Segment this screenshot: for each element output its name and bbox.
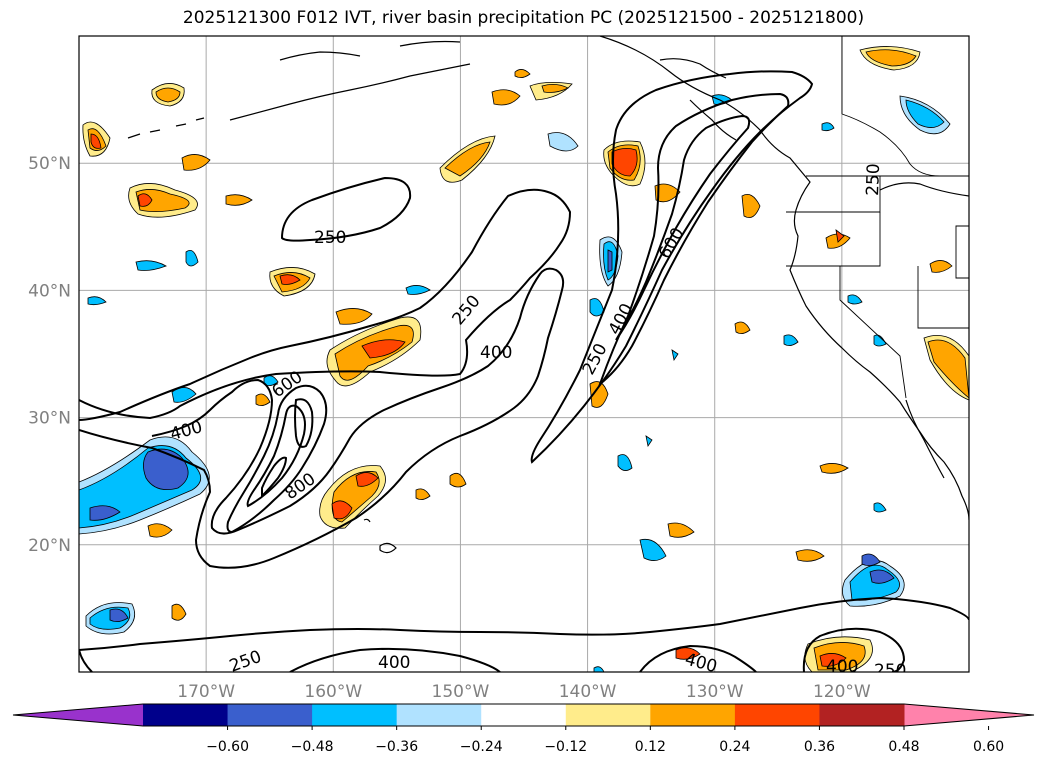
ivt-contours (79, 70, 969, 672)
colorbar-segment (734, 704, 820, 726)
colorbar-tick-label: −0.24 (460, 739, 503, 755)
colorbar-segment (819, 704, 905, 726)
colorbar-segment (396, 704, 482, 726)
chart-title: 2025121300 F012 IVT, river basin precipi… (182, 8, 865, 28)
colorbar-tick-label: 0.24 (719, 739, 750, 755)
contour-label: 250 (874, 661, 906, 681)
lon-tick-label: 160°W (304, 682, 362, 702)
colorbar-tick-label: 0.48 (888, 739, 919, 755)
colorbar-segment (650, 704, 736, 726)
contour-label: 400 (480, 343, 512, 363)
colorbar-tick-label: −0.36 (375, 739, 418, 755)
precip-negative-patches (79, 94, 951, 672)
colorbar-outline (12, 703, 1035, 727)
contour-label: 400 (683, 650, 720, 678)
colorbar-tick-label: 0.60 (973, 739, 1004, 755)
lon-tick-label: 150°W (432, 682, 490, 702)
lat-tick-label: 20°N (28, 536, 71, 556)
colorbar-tick-label: −0.48 (291, 739, 334, 755)
lon-tick-label: 170°W (177, 682, 235, 702)
precip-positive-patches (82, 46, 969, 672)
contour-label: 400 (826, 657, 858, 677)
lon-tick-label: 120°W (813, 682, 871, 702)
lon-tick-label: 130°W (686, 682, 744, 702)
colorbar-tick-label: −0.60 (206, 739, 249, 755)
gridlines (79, 36, 969, 672)
lat-tick-label: 50°N (28, 154, 71, 174)
lat-tick-label: 40°N (28, 281, 71, 301)
contour-label: 250 (863, 163, 884, 196)
colorbar-segment (143, 704, 229, 726)
colorbar-extend-low (13, 704, 143, 726)
longitude-labels: 170°W 160°W 150°W 140°W 130°W 120°W (177, 682, 871, 702)
colorbar: −0.60 −0.48 −0.36 −0.24 −0.12 0.12 0.24 0.36 0.4… (12, 703, 1035, 755)
lat-tick-label: 30°N (28, 409, 71, 429)
colorbar-tick-label: 0.12 (635, 739, 666, 755)
map-frame (78, 35, 970, 673)
colorbar-tick-label: −0.12 (544, 739, 587, 755)
colorbar-segment (312, 704, 398, 726)
colorbar-segment (565, 704, 651, 726)
colorbar-segment (227, 704, 313, 726)
colorbar-segment (481, 704, 567, 726)
political-borders (786, 36, 969, 399)
colorbar-tick-label: 0.36 (804, 739, 835, 755)
contour-label: 400 (378, 653, 410, 673)
contour-label: 250 (314, 228, 346, 248)
lon-tick-label: 140°W (559, 682, 617, 702)
map-panel (79, 36, 969, 672)
latitude-labels: 50°N 40°N 30°N 20°N (28, 154, 71, 556)
colorbar-extend-high (904, 704, 1034, 726)
